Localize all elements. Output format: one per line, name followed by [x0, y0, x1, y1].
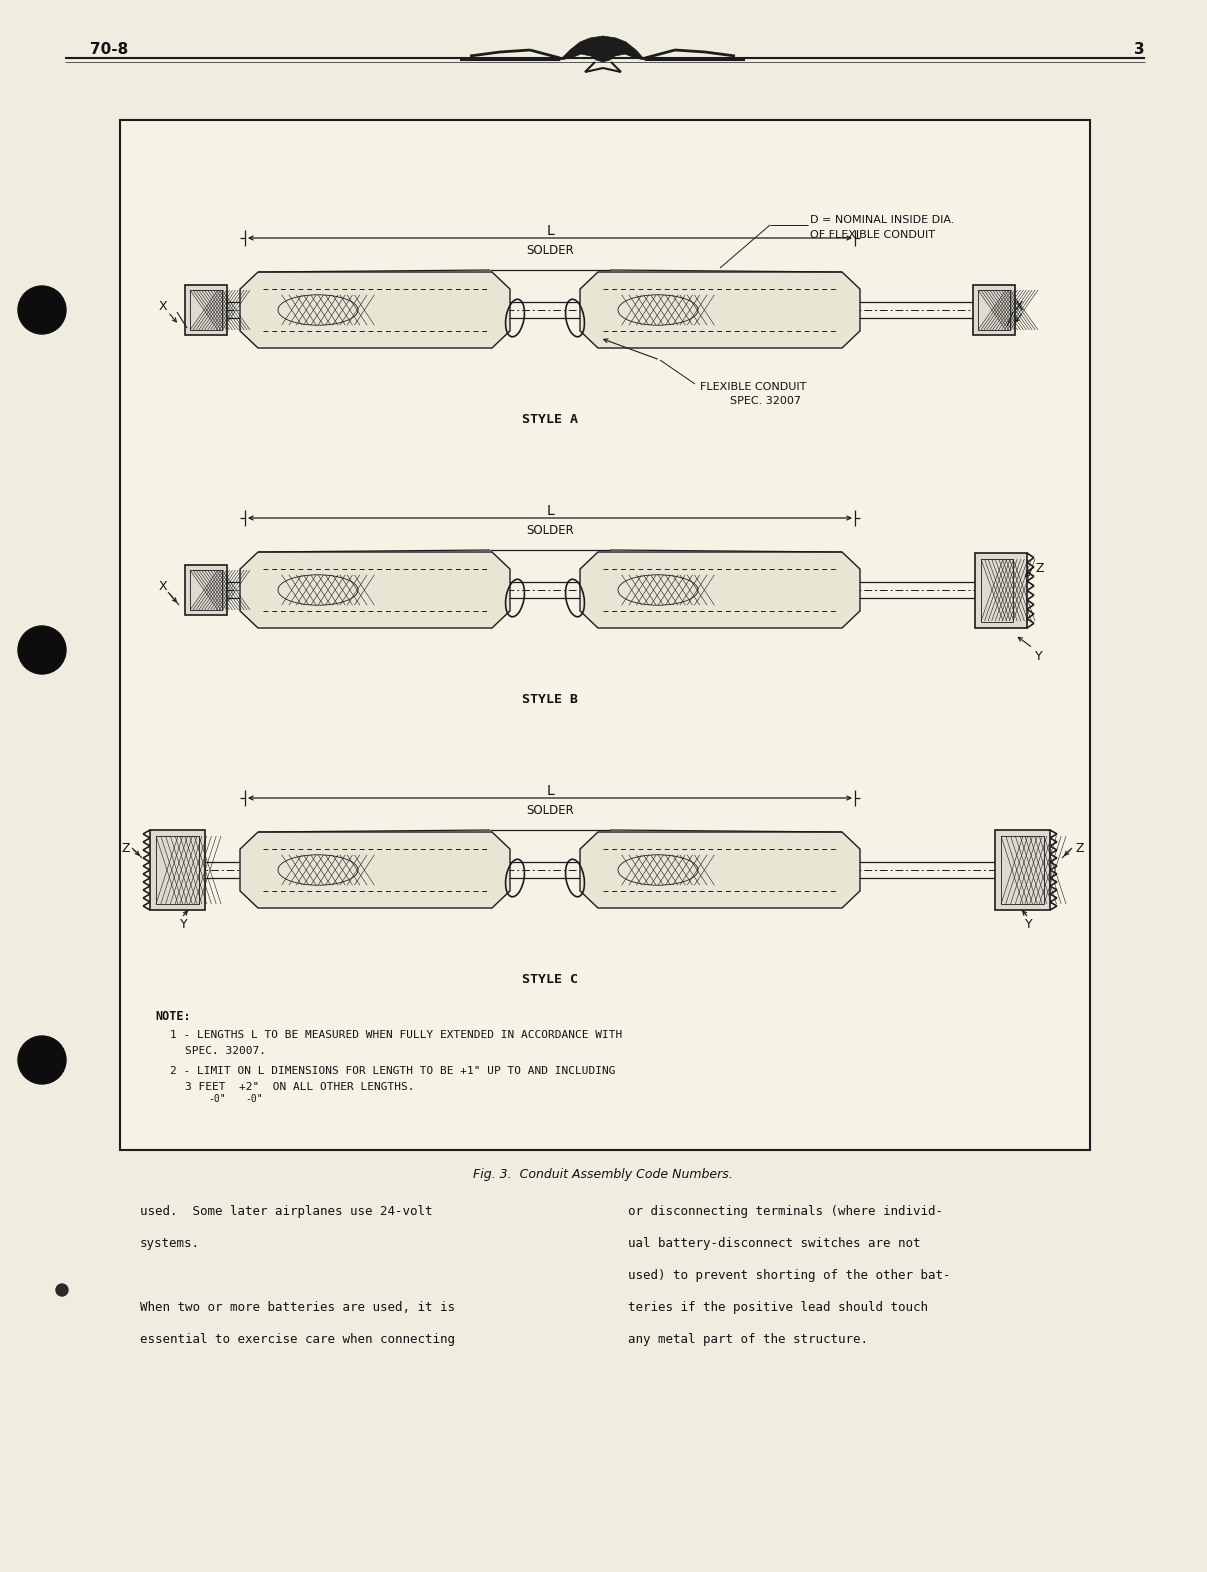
Bar — [185, 285, 227, 335]
Text: -0": -0" — [245, 1094, 263, 1104]
Text: systems.: systems. — [140, 1237, 200, 1250]
Text: When two or more batteries are used, it is: When two or more batteries are used, it … — [140, 1302, 455, 1314]
Text: used) to prevent shorting of the other bat-: used) to prevent shorting of the other b… — [628, 1269, 950, 1283]
Text: SOLDER: SOLDER — [526, 244, 573, 256]
Text: Y: Y — [1034, 649, 1043, 663]
Text: any metal part of the structure.: any metal part of the structure. — [628, 1333, 868, 1346]
Text: L: L — [546, 223, 554, 237]
Text: ual battery-disconnect switches are not: ual battery-disconnect switches are not — [628, 1237, 921, 1250]
Text: L: L — [546, 784, 554, 799]
Bar — [189, 289, 222, 330]
Polygon shape — [560, 36, 645, 61]
Text: essential to exercise care when connecting: essential to exercise care when connecti… — [140, 1333, 455, 1346]
Bar — [981, 560, 1013, 623]
Text: 2 - LIMIT ON L DIMENSIONS FOR LENGTH TO BE +1" UP TO AND INCLUDING: 2 - LIMIT ON L DIMENSIONS FOR LENGTH TO … — [170, 1066, 616, 1075]
Circle shape — [56, 1284, 68, 1295]
Circle shape — [18, 626, 66, 674]
Text: SOLDER: SOLDER — [526, 523, 573, 538]
Text: 3 FEET  +2"  ON ALL OTHER LENGTHS.: 3 FEET +2" ON ALL OTHER LENGTHS. — [185, 1082, 414, 1093]
Text: used.  Some later airplanes use 24-volt: used. Some later airplanes use 24-volt — [140, 1206, 432, 1218]
Text: X: X — [158, 300, 167, 313]
Text: 1 - LENGTHS L TO BE MEASURED WHEN FULLY EXTENDED IN ACCORDANCE WITH: 1 - LENGTHS L TO BE MEASURED WHEN FULLY … — [170, 1030, 623, 1041]
Text: Y: Y — [1025, 918, 1033, 931]
Text: STYLE B: STYLE B — [521, 693, 578, 706]
Text: X: X — [158, 580, 167, 593]
Bar — [119, 119, 1090, 1151]
Polygon shape — [240, 552, 511, 627]
Text: teries if the positive lead should touch: teries if the positive lead should touch — [628, 1302, 928, 1314]
Polygon shape — [240, 272, 511, 347]
Bar — [156, 836, 199, 904]
Text: X: X — [1015, 300, 1024, 313]
Circle shape — [18, 286, 66, 333]
Bar — [973, 285, 1015, 335]
Polygon shape — [581, 832, 861, 909]
Text: Z: Z — [1034, 563, 1044, 575]
Text: 70-8: 70-8 — [91, 42, 128, 57]
Text: OF FLEXIBLE CONDUIT: OF FLEXIBLE CONDUIT — [810, 230, 935, 241]
Bar — [1001, 836, 1044, 904]
Text: Fig. 3.  Conduit Assembly Code Numbers.: Fig. 3. Conduit Assembly Code Numbers. — [473, 1168, 733, 1181]
Text: SOLDER: SOLDER — [526, 803, 573, 817]
Text: L: L — [546, 505, 554, 519]
Text: FLEXIBLE CONDUIT: FLEXIBLE CONDUIT — [700, 382, 806, 391]
Bar — [185, 564, 227, 615]
Polygon shape — [240, 832, 511, 909]
Text: -0": -0" — [208, 1094, 226, 1104]
Text: STYLE C: STYLE C — [521, 973, 578, 986]
Text: or disconnecting terminals (where individ-: or disconnecting terminals (where indivi… — [628, 1206, 943, 1218]
Text: SPEC. 32007: SPEC. 32007 — [730, 396, 801, 406]
Text: 3: 3 — [1135, 42, 1145, 57]
Bar — [995, 830, 1050, 910]
Polygon shape — [581, 272, 861, 347]
Bar — [150, 830, 205, 910]
Text: Y: Y — [180, 918, 187, 931]
Polygon shape — [581, 552, 861, 627]
Bar — [975, 553, 1027, 627]
Text: SPEC. 32007.: SPEC. 32007. — [185, 1045, 266, 1056]
Circle shape — [18, 1036, 66, 1085]
Text: Z: Z — [122, 843, 130, 855]
Bar — [189, 571, 222, 610]
Bar — [978, 289, 1010, 330]
Text: NOTE:: NOTE: — [154, 1009, 191, 1023]
Text: D = NOMINAL INSIDE DIA.: D = NOMINAL INSIDE DIA. — [810, 215, 955, 225]
Text: Z: Z — [1075, 843, 1084, 855]
Text: STYLE A: STYLE A — [521, 413, 578, 426]
